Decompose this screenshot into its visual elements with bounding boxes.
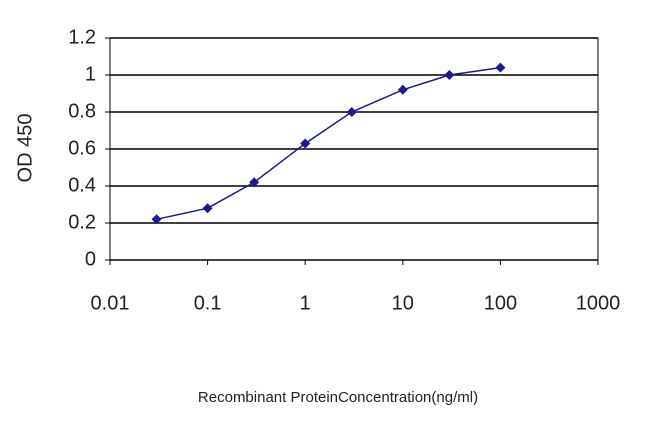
x-tick-label: 10 <box>392 292 414 314</box>
data-point <box>151 214 162 225</box>
data-point <box>444 70 455 80</box>
y-tick-label: 0.8 <box>68 100 96 122</box>
x-tick-label: 0.01 <box>91 292 130 314</box>
data-point <box>300 138 311 149</box>
x-tick-label: 1 <box>300 292 311 314</box>
y-tick-label: 0 <box>85 248 96 270</box>
x-axis-label: Recombinant ProteinConcentration(ng/ml) <box>198 389 478 406</box>
data-point <box>397 84 408 95</box>
data-point <box>249 177 260 188</box>
y-tick-label: 0.6 <box>68 137 96 159</box>
y-tick-label: 0.2 <box>68 211 96 233</box>
data-point <box>202 203 213 214</box>
x-tick-label: 100 <box>484 292 517 314</box>
series-line <box>156 66 501 221</box>
y-tick-label: 1 <box>85 63 96 85</box>
data-point <box>346 107 357 117</box>
y-axis-label: OD 450 <box>14 114 36 183</box>
data-point <box>495 62 506 73</box>
y-tick-label: 0.4 <box>68 174 96 196</box>
x-tick-label: 1000 <box>576 292 621 314</box>
x-tick-label: 0.1 <box>194 292 222 314</box>
y-tick-label: 1.2 <box>68 26 96 48</box>
